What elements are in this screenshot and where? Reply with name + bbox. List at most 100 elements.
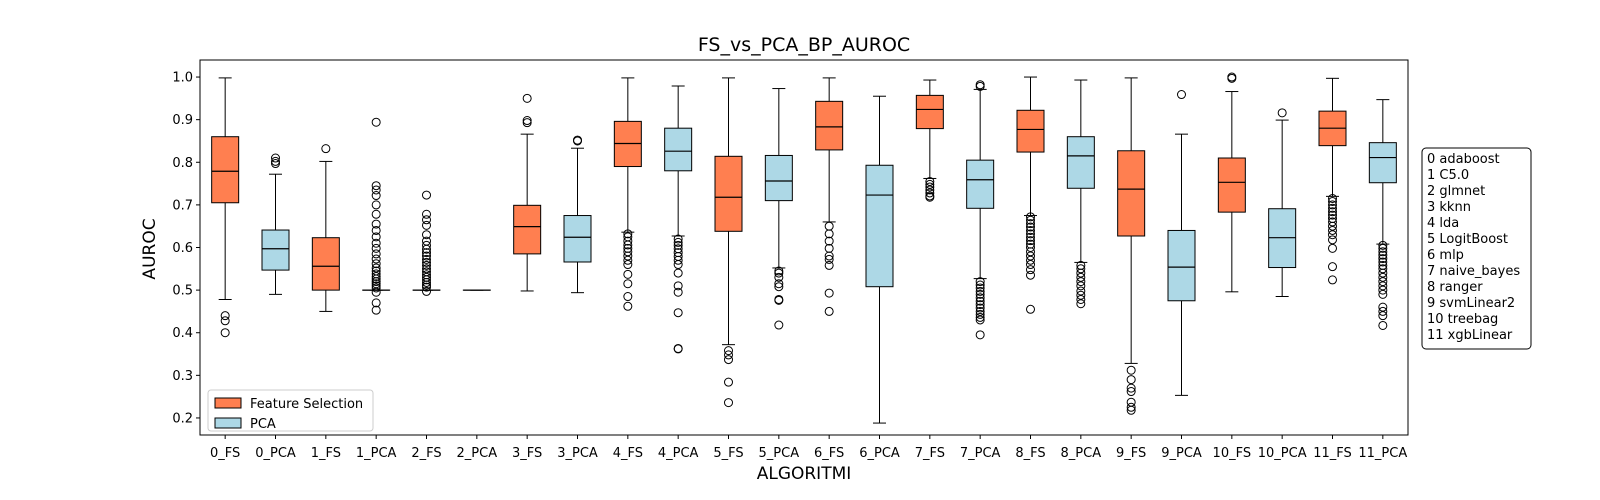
box-9_PCA xyxy=(1167,90,1196,396)
key-box-frame xyxy=(1421,147,1532,350)
key-line: 10 treebag xyxy=(1427,312,1498,327)
outlier-point xyxy=(371,181,381,191)
box-4_FS xyxy=(613,77,642,311)
outlier-point xyxy=(1126,405,1136,415)
outlier-point xyxy=(1126,383,1136,393)
box-iqr xyxy=(1016,109,1045,153)
x-tick-label: 0_FS xyxy=(210,446,240,461)
x-tick-label: 7_PCA xyxy=(960,446,1001,461)
box-6_PCA xyxy=(865,95,894,424)
outlier-point xyxy=(975,309,985,319)
outlier-point xyxy=(1378,320,1388,330)
key-line: 5 LogitBoost xyxy=(1427,232,1508,247)
outlier-point xyxy=(1328,275,1337,285)
outlier-point xyxy=(1076,294,1086,304)
outlier-point xyxy=(522,93,532,103)
outlier-point xyxy=(774,266,784,276)
outlier-point xyxy=(774,279,784,289)
outlier-point xyxy=(623,240,633,250)
box-iqr xyxy=(1167,229,1196,302)
outlier-point xyxy=(1026,247,1035,257)
outlier-point xyxy=(1026,225,1035,235)
outlier-point xyxy=(1378,247,1388,257)
outlier-point xyxy=(975,283,985,293)
outlier-point xyxy=(1378,311,1388,321)
outlier-point xyxy=(1328,207,1337,217)
outlier-point xyxy=(925,182,935,192)
outlier-point xyxy=(422,244,431,254)
outlier-point xyxy=(1026,270,1035,280)
y-tick-label: 0.7 xyxy=(172,198,193,213)
outlier-point xyxy=(1026,229,1035,239)
y-tick-label: 0.3 xyxy=(172,369,193,384)
x-tick-label: 3_FS xyxy=(512,446,542,461)
outlier-point xyxy=(1378,254,1388,264)
outlier-point xyxy=(1378,257,1388,267)
key-line: 11 xgbLinear xyxy=(1427,328,1513,343)
outlier-point xyxy=(925,176,935,186)
outlier-point xyxy=(220,311,230,321)
outlier-point xyxy=(371,305,381,315)
outlier-point xyxy=(623,301,633,311)
outlier-point xyxy=(724,350,733,360)
outlier-point xyxy=(1378,281,1388,291)
outlier-point xyxy=(371,243,381,253)
outlier-point xyxy=(975,312,985,322)
outlier-point xyxy=(623,279,633,289)
outlier-point xyxy=(1227,73,1237,83)
outlier-point xyxy=(1076,272,1086,282)
x-tick-label: 0_PCA xyxy=(255,446,296,461)
outlier-point xyxy=(1026,304,1035,314)
outlier-point xyxy=(271,156,280,166)
box-0_PCA xyxy=(261,153,290,295)
outlier-point xyxy=(925,179,935,189)
key-line: 1 C5.0 xyxy=(1427,168,1469,183)
x-tick-label: 8_FS xyxy=(1015,446,1045,461)
x-tick-label: 9_FS xyxy=(1116,446,1146,461)
outlier-point xyxy=(774,272,784,282)
outlier-point xyxy=(422,251,431,261)
outlier-point xyxy=(975,289,985,299)
x-tick-label: 11_FS xyxy=(1313,446,1352,461)
outlier-point xyxy=(824,260,834,270)
outlier-point xyxy=(975,280,985,290)
outlier-point xyxy=(1026,251,1035,261)
box-iqr xyxy=(1066,136,1095,189)
outlier-point xyxy=(925,192,935,202)
box-8_FS xyxy=(1016,76,1045,314)
outlier-point xyxy=(724,377,733,387)
outlier-point xyxy=(422,209,431,219)
outlier-point xyxy=(1328,196,1337,206)
outlier-point xyxy=(774,268,784,278)
plot-frame xyxy=(199,59,1409,436)
outlier-point xyxy=(925,185,935,195)
box-iqr xyxy=(211,136,240,204)
box-1_FS xyxy=(311,144,340,312)
box-iqr xyxy=(865,164,894,288)
outlier-point xyxy=(1328,235,1337,245)
x-tick-label: 7_FS xyxy=(915,446,945,461)
outlier-point xyxy=(975,303,985,313)
box-0_FS xyxy=(211,77,240,338)
outlier-point xyxy=(422,220,431,230)
outlier-point xyxy=(422,190,431,200)
x-tick-label: 2_PCA xyxy=(457,446,498,461)
outlier-point xyxy=(1378,277,1388,287)
box-3_FS xyxy=(513,93,542,292)
outlier-point xyxy=(1076,290,1086,300)
y-tick-label: 0.2 xyxy=(172,411,193,426)
outlier-point xyxy=(673,308,683,318)
outlier-point xyxy=(724,398,733,408)
x-tick-label: 5_FS xyxy=(713,446,743,461)
outlier-point xyxy=(1378,302,1388,312)
x-tick-label: 11_PCA xyxy=(1358,446,1407,461)
legend-label: PCA xyxy=(250,417,276,432)
box-iqr xyxy=(1117,150,1146,237)
outlier-point xyxy=(1076,277,1086,287)
outlier-point xyxy=(371,219,381,229)
outlier-point xyxy=(371,279,381,289)
outlier-point xyxy=(422,280,431,290)
outlier-point xyxy=(422,260,431,270)
box-iqr xyxy=(1217,157,1246,213)
